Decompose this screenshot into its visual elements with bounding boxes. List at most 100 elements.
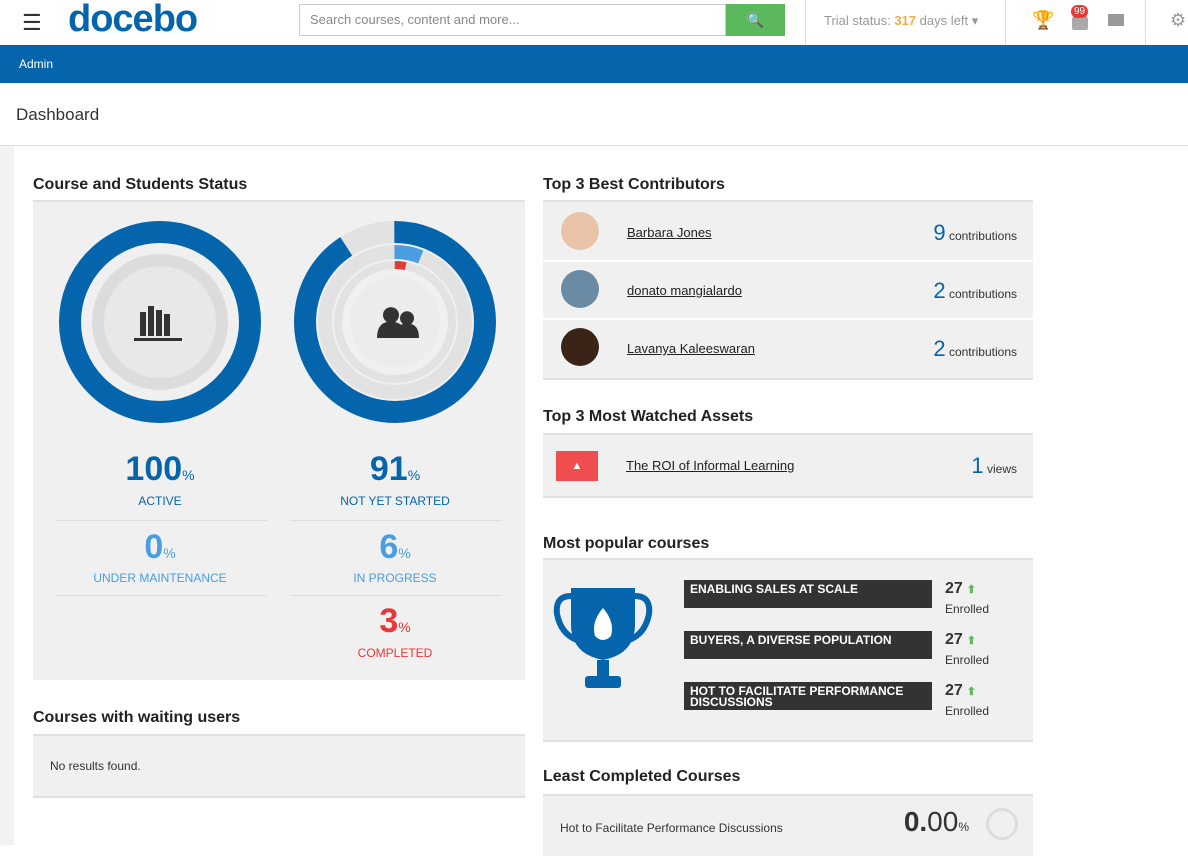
trophy-icon[interactable]: 🏆 bbox=[1032, 10, 1055, 30]
stat-value: 91% bbox=[295, 450, 495, 489]
contributions: 2 contributions bbox=[933, 336, 1017, 362]
unit: % bbox=[398, 545, 411, 561]
top-bar: ☰ docebo Search courses, content and mor… bbox=[0, 0, 1188, 46]
section-title: Course and Students Status bbox=[33, 176, 248, 193]
course-label: ENABLING SALES AT SCALE bbox=[684, 580, 932, 608]
completion: 0.00% bbox=[893, 806, 969, 838]
avatar bbox=[561, 212, 599, 250]
popular-panel: ENABLING SALES AT SCALE 27 ⬆ Enrolled BUYERS… bbox=[543, 558, 1033, 742]
settings-icon[interactable]: ⚙ bbox=[1170, 10, 1187, 30]
status-panel: 100% ACTIVE 0% UNDER MAINTENANCE 91% NOT… bbox=[33, 200, 525, 680]
value: 91 bbox=[369, 450, 408, 488]
search-input[interactable]: Search courses, content and more... bbox=[299, 4, 726, 36]
contributions: 9 contributions bbox=[933, 220, 1017, 246]
donut-charts bbox=[59, 221, 496, 423]
users-icon bbox=[377, 307, 419, 338]
unit: % bbox=[398, 619, 411, 635]
divider bbox=[1145, 0, 1146, 45]
divider bbox=[1005, 0, 1006, 45]
donut-arc bbox=[294, 221, 496, 423]
donut-arc bbox=[59, 221, 261, 423]
enrolled-count: 27 bbox=[945, 631, 963, 648]
trend-up: ⬆ bbox=[966, 584, 977, 596]
contributor-name[interactable]: Lavanya Kaleeswaran bbox=[627, 341, 755, 356]
unit: % bbox=[407, 467, 421, 483]
contributors-panel: Barbara Jones 9 contributions donato mangi… bbox=[543, 200, 1033, 380]
enrolled-label: Enrolled bbox=[945, 602, 990, 616]
enrolled-count: 27 bbox=[945, 682, 963, 699]
trial-label: Trial status: bbox=[824, 13, 891, 28]
stat-label: IN PROGRESS bbox=[353, 571, 437, 585]
value: 0 bbox=[144, 528, 164, 566]
enrolled-count: 27 bbox=[945, 580, 963, 597]
waiting-panel: No results found. bbox=[33, 734, 525, 798]
views-unit: views bbox=[986, 462, 1017, 476]
contribution-count: 2 bbox=[933, 336, 946, 361]
stat-label: COMPLETED bbox=[357, 646, 433, 660]
stat-value: 100% bbox=[60, 450, 260, 489]
search-button[interactable]: 🔍 bbox=[726, 4, 785, 36]
stat-value: 6% bbox=[295, 528, 495, 567]
value: 100 bbox=[125, 450, 183, 488]
completion-decimal: 00 bbox=[927, 806, 959, 837]
left-gutter bbox=[0, 146, 14, 845]
stat-label: ACTIVE bbox=[138, 494, 182, 508]
donut-arc bbox=[334, 261, 456, 383]
course-label: BUYERS, A DIVERSE POPULATION bbox=[684, 631, 932, 659]
nav-bar: Admin bbox=[0, 45, 1188, 83]
nav-item[interactable]: Admin bbox=[19, 57, 54, 71]
trophy-icon bbox=[553, 588, 653, 688]
stat-label: NOT YET STARTED bbox=[340, 494, 450, 508]
least-panel: Hot to Facilitate Performance Discussion… bbox=[543, 794, 1033, 856]
section-title: Most popular courses bbox=[543, 535, 710, 552]
logo[interactable]: docebo bbox=[68, 0, 198, 40]
asset-link[interactable]: The ROI of Informal Learning bbox=[626, 458, 795, 473]
course-name: Hot to Facilitate Performance Discussion… bbox=[560, 821, 783, 835]
avatar bbox=[561, 270, 599, 308]
donut-arc bbox=[318, 245, 472, 399]
section-title: Least Completed Courses bbox=[543, 768, 741, 785]
enrolled-label: Enrolled bbox=[945, 704, 990, 718]
chat-icon[interactable] bbox=[1108, 14, 1124, 26]
menu-icon[interactable]: ☰ bbox=[22, 10, 42, 35]
stat-label: UNDER MAINTENANCE bbox=[93, 571, 227, 585]
completion-whole: 0. bbox=[903, 806, 928, 837]
value: 6 bbox=[379, 528, 399, 566]
course-label: HOT TO FACILITATE PERFORMANCE DISCUSSION… bbox=[684, 682, 932, 710]
contribution-count: 9 bbox=[933, 220, 946, 245]
trend-up: ⬆ bbox=[966, 686, 977, 698]
trial-status[interactable]: Trial status: 317 days left ▾ bbox=[824, 13, 979, 28]
enrolled: 27 ⬆ bbox=[945, 631, 976, 649]
title-bar: Dashboard bbox=[0, 83, 1188, 146]
separator bbox=[55, 595, 267, 596]
value: 3 bbox=[379, 602, 399, 640]
books-icon bbox=[134, 306, 182, 341]
unit: % bbox=[182, 467, 195, 483]
contribution-unit: contributions bbox=[948, 287, 1017, 301]
separator bbox=[55, 520, 267, 521]
trend-up: ⬆ bbox=[966, 635, 977, 647]
row-divider bbox=[543, 318, 1033, 320]
contribution-count: 2 bbox=[933, 278, 946, 303]
contributions: 2 contributions bbox=[933, 278, 1017, 304]
completion-unit: % bbox=[958, 820, 969, 834]
trial-suffix: days left bbox=[919, 13, 969, 28]
pdf-icon: ▲ bbox=[556, 451, 598, 481]
enrolled-label: Enrolled bbox=[945, 653, 990, 667]
row-divider bbox=[543, 260, 1033, 262]
section-title: Top 3 Best Contributors bbox=[543, 176, 725, 193]
contribution-unit: contributions bbox=[948, 229, 1017, 243]
progress-ring bbox=[986, 808, 1018, 840]
page-title: Dashboard bbox=[16, 105, 100, 124]
divider bbox=[805, 0, 806, 45]
separator bbox=[290, 595, 502, 596]
unit: % bbox=[163, 545, 176, 561]
badge: 99 bbox=[1071, 5, 1089, 18]
enrolled: 27 ⬆ bbox=[945, 580, 976, 598]
separator bbox=[290, 520, 502, 521]
contributor-name[interactable]: Barbara Jones bbox=[627, 225, 712, 240]
section-title: Top 3 Most Watched Assets bbox=[543, 408, 754, 425]
contributor-name[interactable]: donato mangialardo bbox=[627, 283, 742, 298]
section-title: Courses with waiting users bbox=[33, 709, 241, 726]
